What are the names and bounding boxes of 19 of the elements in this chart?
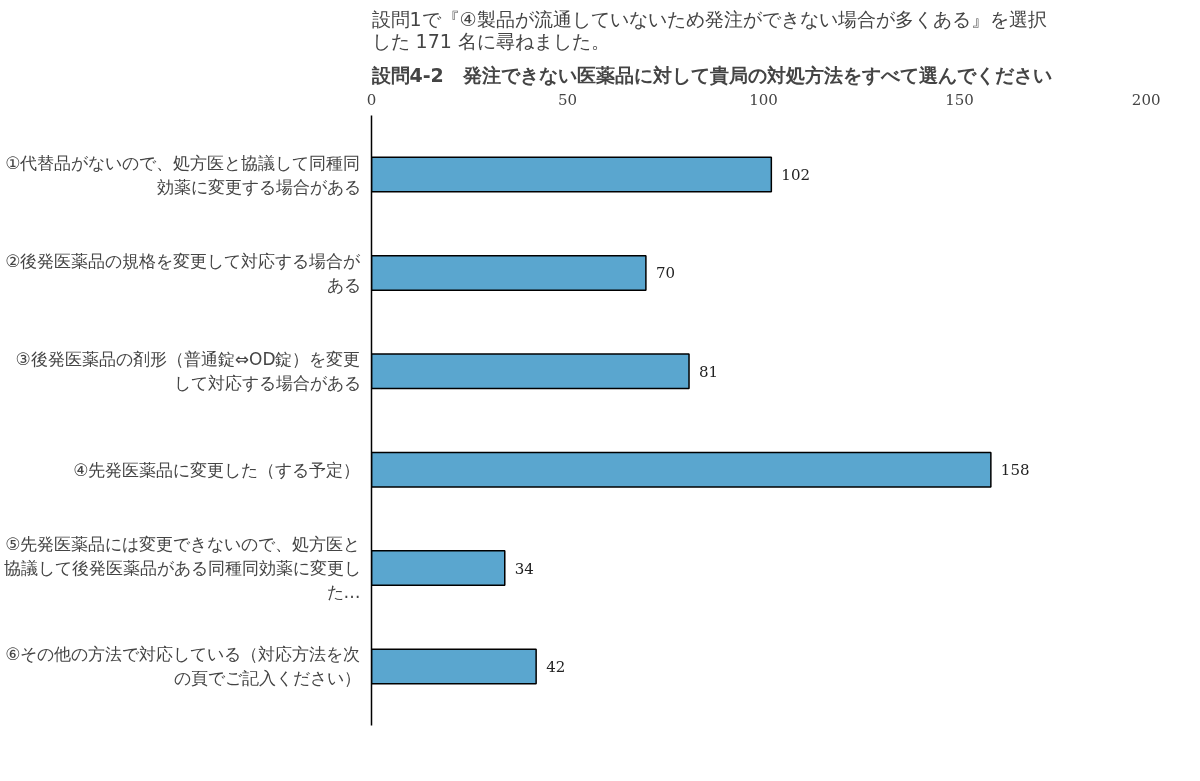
data-label: 158 (1000, 461, 1030, 480)
y-tick-label: ②後発医薬品の規格を変更して対応する場合がある (5, 250, 362, 295)
x-tick-label: 50 (557, 90, 578, 109)
x-tick-label: 200 (1131, 90, 1161, 109)
x-tick-label: 150 (945, 90, 974, 109)
data-label: 102 (781, 166, 810, 185)
y-tick-label: ④先発医薬品に変更した（する予定） (73, 459, 361, 480)
x-tick-label: 0 (366, 90, 377, 109)
chart-title: 設問4-2 発注できない医薬品に対して貴局の対処方法をすべて選んでください (370, 63, 1052, 86)
chart-subtitle: 設問1で『④製品が流通していないため発注ができない場合が多くある』を選択した 171 名に尋ねました。 (371, 7, 1047, 52)
y-tick-label: ③後発医薬品の剤形（普通錠⇔OD錠）を変更して対応する場合がある (15, 349, 361, 394)
y-tick-label: ⑤先発医薬品には変更できないので、処方医と協議して後発医薬品がある同種同効薬に変更した… (3, 534, 361, 603)
data-label: 70 (655, 264, 675, 283)
data-label: 34 (514, 559, 534, 578)
x-tick-label: 100 (749, 90, 778, 109)
data-label: 81 (699, 362, 719, 381)
y-tick-label: ⑥その他の方法で対応している（対応方法を次の頁でご記入ください） (5, 644, 361, 689)
y-tick-label: ①代替品がないので、処方医と協議して同種同効薬に変更する場合がある (5, 152, 361, 197)
data-label: 42 (546, 657, 566, 676)
